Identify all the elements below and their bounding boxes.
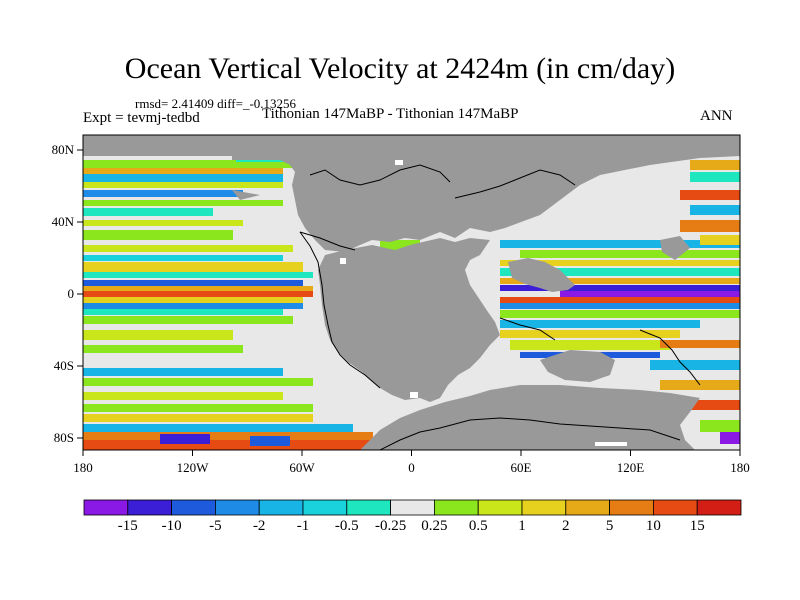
land-masses <box>83 135 740 450</box>
colorbar-box <box>127 499 173 516</box>
colorbar-label: 1 <box>518 518 526 534</box>
colorbar-box <box>171 499 216 516</box>
lon-label: 60W <box>289 460 315 475</box>
colorbar-label: -5 <box>209 518 222 534</box>
lon-label: 120W <box>177 460 210 475</box>
colorbar <box>83 499 742 516</box>
colorbar-label: 5 <box>606 518 614 534</box>
rmsd-diff-stats: rmsd= 2.41409 diff=_-0.13256 <box>135 96 297 111</box>
colorbar-box <box>214 499 260 516</box>
colorbar-label: -10 <box>162 518 182 534</box>
missing-data-cells <box>340 160 627 446</box>
lon-label: 180 <box>73 460 93 475</box>
colorbar-label: -0.25 <box>375 518 406 534</box>
latitude-labels: 80N 40N 0 40S 80S <box>52 142 75 445</box>
season-label: ANN <box>700 108 733 124</box>
axis-ticks <box>77 149 741 456</box>
colorbar-label: 0.5 <box>469 518 488 534</box>
longitude-labels: 180 120W 60W 0 60E 120E 180 <box>73 460 750 475</box>
lat-label: 40S <box>54 358 74 373</box>
colorbar-labels: -15 -10 -5 -2 -1 -0.5 -0.25 0.25 0.5 1 2… <box>118 518 705 534</box>
colorbar-label: -15 <box>118 518 138 534</box>
lat-label: 0 <box>68 286 75 301</box>
coastlines <box>299 164 701 450</box>
lat-label: 40N <box>52 214 75 229</box>
map-title: Ocean Vertical Velocity at 2424m (in cm/… <box>124 52 676 85</box>
colorbar-box <box>609 499 654 516</box>
colorbar-box <box>346 499 391 516</box>
lon-label: 0 <box>408 460 415 475</box>
colorbar-box <box>696 499 742 516</box>
colorbar-box <box>521 499 567 516</box>
colorbar-label: -0.5 <box>335 518 359 534</box>
experiment-id: Expt = tevmj-tedbd <box>83 110 200 126</box>
colorbar-label: 0.25 <box>421 518 447 534</box>
colorbar-box <box>565 499 610 516</box>
lat-label: 80N <box>52 142 75 157</box>
colorbar-box <box>390 499 435 516</box>
experiment-names: Tithonian 147MaBP - Tithonian 147MaBP <box>262 106 519 122</box>
colorbar-box <box>83 499 129 516</box>
lat-label: 80S <box>54 430 74 445</box>
lon-label: 60E <box>511 460 532 475</box>
colorbar-label: 2 <box>562 518 570 534</box>
lon-label: 180 <box>730 460 750 475</box>
colorbar-box <box>653 499 698 516</box>
colorbar-label: -2 <box>253 518 266 534</box>
colorbar-box <box>258 499 304 516</box>
lon-label: 120E <box>617 460 645 475</box>
colorbar-label: -1 <box>297 518 310 534</box>
colorbar-box <box>477 499 523 516</box>
colorbar-box <box>433 499 479 516</box>
colorbar-label: 10 <box>646 518 661 534</box>
colorbar-label: 15 <box>690 518 705 534</box>
colorbar-box <box>302 499 348 516</box>
